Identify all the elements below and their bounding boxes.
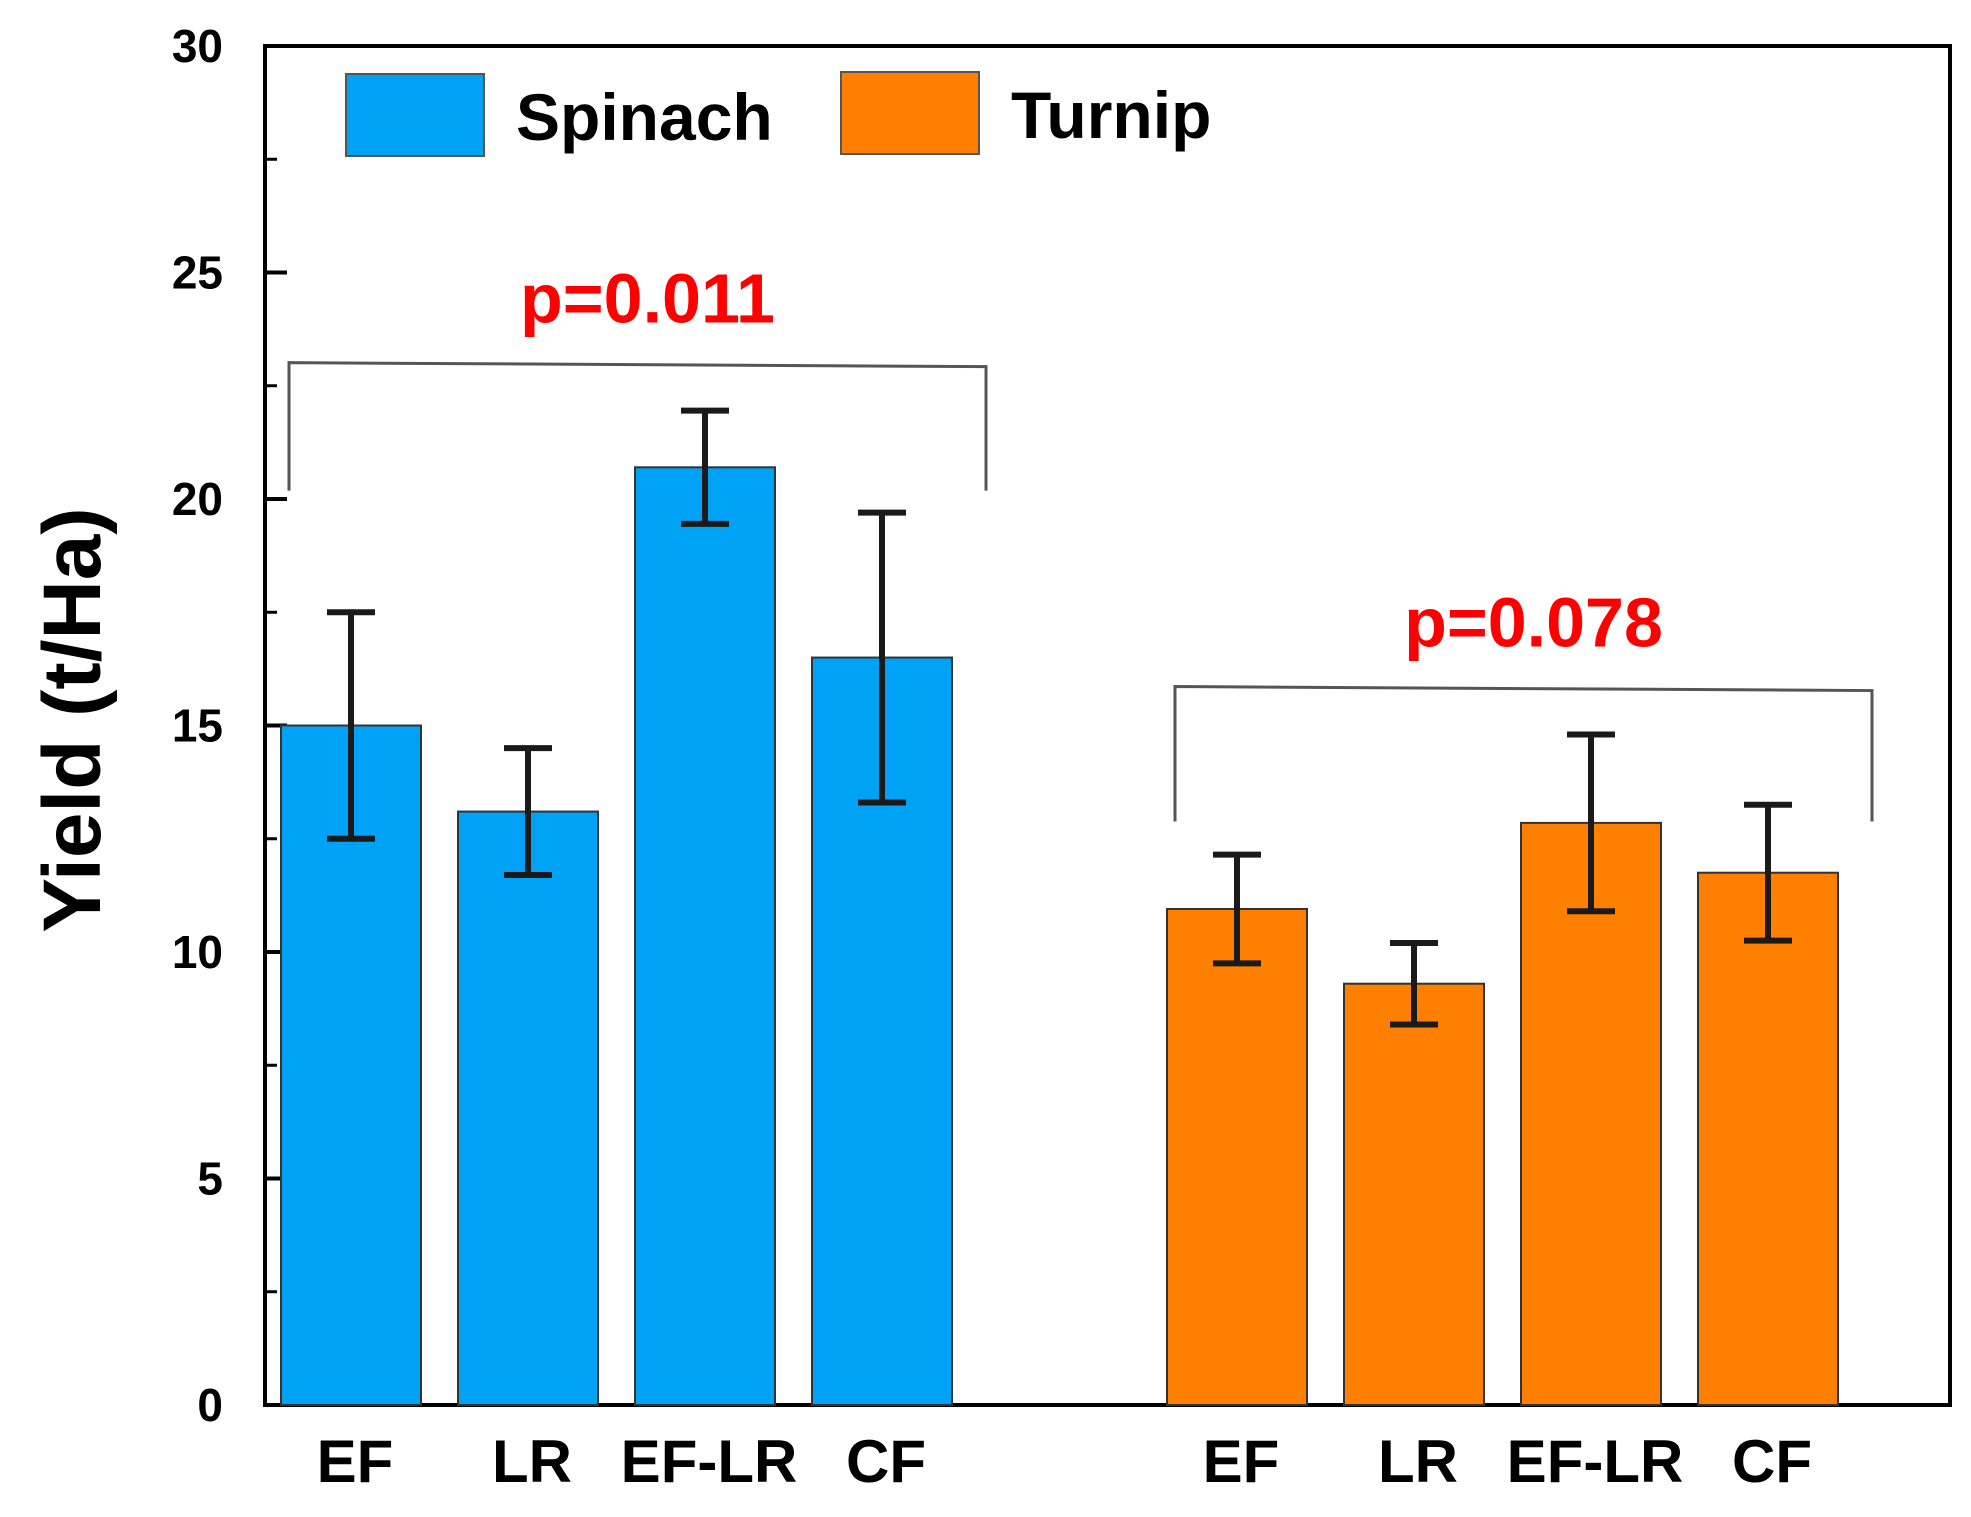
legend-swatch-turnip [840,71,980,155]
y-tick-label: 0 [197,1379,223,1431]
y-tick-label: 10 [172,926,223,978]
category-labels: EF LR EF-LR CF EF LR EF-LR CF [317,1428,1812,1495]
category-label: LR [492,1428,572,1495]
significance-brackets: p=0.011 p=0.078 [287,260,1874,822]
category-label: LR [1378,1428,1458,1495]
category-label: EF-LR [1507,1428,1684,1495]
significance-bracket [287,361,988,491]
bar-spinach-lr [457,810,599,1406]
category-label: EF-LR [621,1428,798,1495]
bar-turnip-lr [1343,982,1485,1407]
bar-turnip-ef [1166,907,1308,1407]
y-tick-label: 15 [172,700,223,752]
significance-bracket [1173,685,1874,822]
bars [280,407,1839,1407]
bar-turnip-cf [1697,871,1839,1406]
category-label: EF [1203,1428,1280,1495]
legend-label-turnip: Turnip [1011,78,1211,152]
legend-label-spinach: Spinach [516,80,773,154]
p-value-label: p=0.011 [520,260,775,338]
category-label: CF [1732,1428,1812,1495]
category-label: CF [846,1428,926,1495]
y-tick-label: 20 [172,473,223,525]
legend-swatch-spinach [345,73,485,157]
p-value-label: p=0.078 [1404,584,1663,662]
category-label: EF [317,1428,394,1495]
y-axis: 0 5 10 15 20 25 30 [172,20,287,1431]
y-tick-label: 25 [172,247,223,299]
y-tick-label: 30 [172,20,223,72]
bar-spinach-ef-lr [634,466,776,1407]
y-tick-label: 5 [197,1153,223,1205]
y-axis-title: Yield (t/Ha) [27,507,118,932]
legend: Spinach Turnip [345,71,1211,157]
